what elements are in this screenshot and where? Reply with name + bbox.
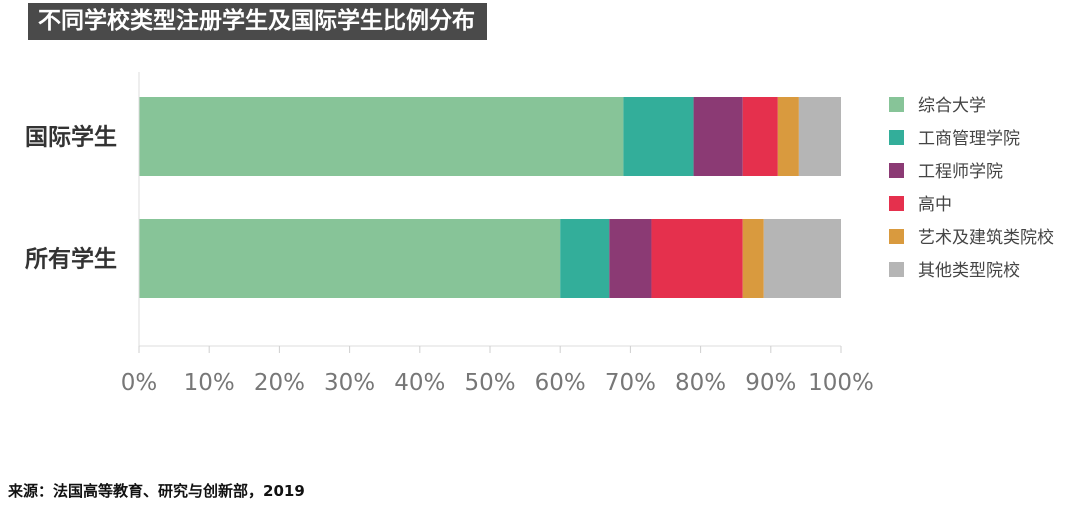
bar-segment bbox=[777, 97, 799, 176]
bar-segment bbox=[693, 97, 743, 176]
x-tick-label: 90% bbox=[745, 370, 796, 396]
x-tick-label: 0% bbox=[121, 370, 158, 396]
bar-segment bbox=[651, 219, 743, 298]
legend-swatch bbox=[889, 97, 904, 112]
x-tick-label: 70% bbox=[605, 370, 656, 396]
legend-swatch bbox=[889, 196, 904, 211]
x-tick-label: 50% bbox=[464, 370, 515, 396]
bar-segment bbox=[742, 219, 764, 298]
bar-segment bbox=[798, 97, 841, 176]
legend-label: 高中 bbox=[918, 195, 952, 215]
legend-label: 艺术及建筑类院校 bbox=[918, 228, 1054, 248]
legend-label: 其他类型院校 bbox=[918, 261, 1020, 281]
legend-swatch bbox=[889, 262, 904, 277]
bar-segment bbox=[139, 97, 624, 176]
category-label: 国际学生 bbox=[25, 124, 117, 151]
chart-title: 不同学校类型注册学生及国际学生比例分布 bbox=[28, 3, 487, 40]
x-tick-label: 60% bbox=[535, 370, 586, 396]
x-tick-label: 40% bbox=[394, 370, 445, 396]
legend-label: 工程师学院 bbox=[918, 162, 1003, 182]
source-note: 来源：法国高等教育、研究与创新部，2019 bbox=[8, 482, 305, 500]
chart: 0% 10% 20% 30% 40% 50% 60% 70% 80% 90% 100% 国际学生所有… bbox=[25, 72, 1054, 396]
x-tick-label: 30% bbox=[324, 370, 375, 396]
x-tick-label: 80% bbox=[675, 370, 726, 396]
legend-label: 工商管理学院 bbox=[918, 129, 1020, 149]
bar-segment bbox=[609, 219, 652, 298]
bar-segment bbox=[139, 219, 561, 298]
bar-segment bbox=[763, 219, 841, 298]
x-tick-label: 100% bbox=[808, 370, 874, 396]
legend-swatch bbox=[889, 229, 904, 244]
legend-swatch bbox=[889, 163, 904, 178]
category-label: 所有学生 bbox=[25, 246, 117, 273]
x-tick-label: 10% bbox=[184, 370, 235, 396]
x-tick-label: 20% bbox=[254, 370, 305, 396]
bar-segment bbox=[560, 219, 610, 298]
bar-segment bbox=[742, 97, 778, 176]
legend-swatch bbox=[889, 130, 904, 145]
legend-label: 综合大学 bbox=[918, 96, 986, 116]
bar-segment bbox=[623, 97, 694, 176]
